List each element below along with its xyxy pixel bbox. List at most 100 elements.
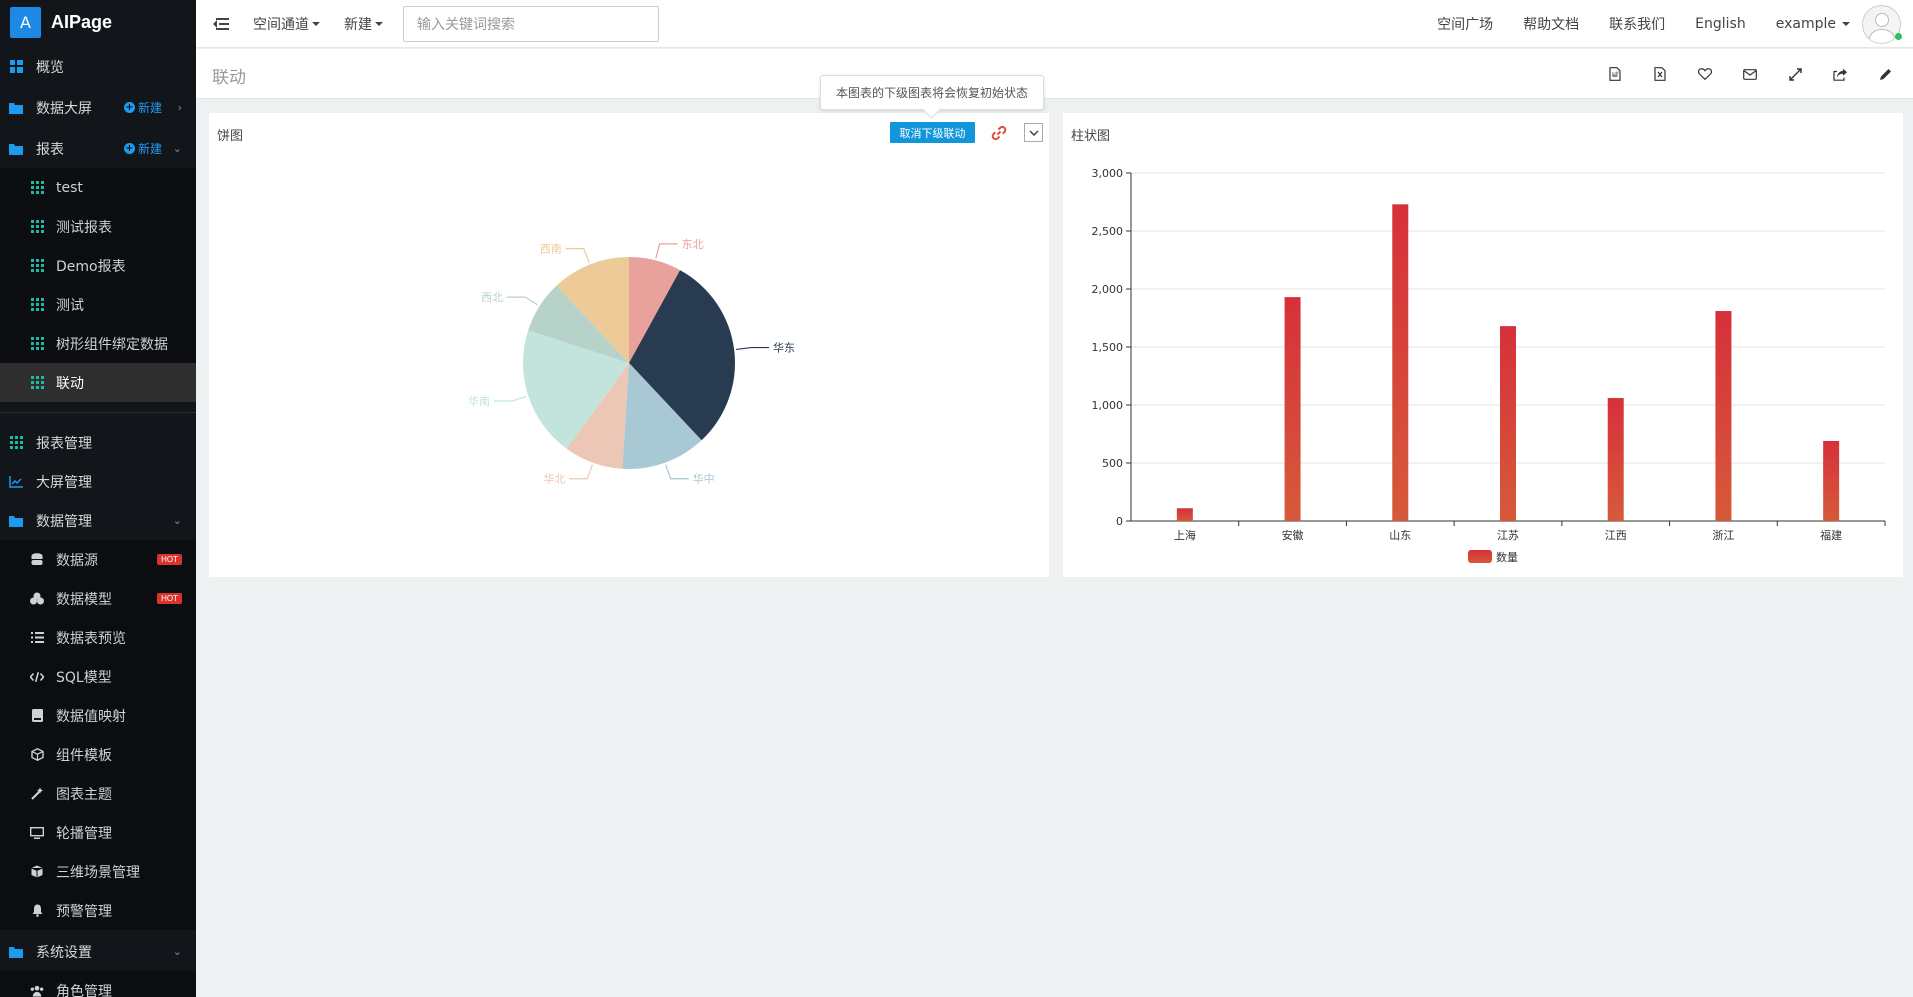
chevron-down-icon: ⌄ [172,945,182,958]
space-square-link[interactable]: 空间广场 [1437,17,1494,33]
data-item-sql-model[interactable]: SQL模型 [0,657,196,696]
data-item-table-preview[interactable]: 数据表预览 [0,618,196,657]
data-item-label: 三维场景管理 [56,864,140,881]
page-header: 联动 pdf [196,49,1913,99]
pie-slice[interactable] [523,330,629,449]
x-tick-label: 上海 [1174,528,1196,542]
data-item-datasource[interactable]: 数据源 HOT [0,540,196,579]
logo[interactable]: A AIPage [0,0,196,44]
report-item-tree-binding[interactable]: 树形组件绑定数据 [0,324,196,363]
pie-label-line [655,243,678,259]
data-item-alert[interactable]: 预警管理 [0,891,196,930]
bar[interactable] [1715,311,1732,521]
y-tick-label: 3,000 [1092,167,1124,180]
report-item-linkage[interactable]: 联动 [0,363,196,402]
sidebar-item-data-manage[interactable]: 数据管理 ⌄ [0,501,196,540]
data-item-label: 轮播管理 [56,825,112,842]
sidebar-item-overview[interactable]: 概览 [0,47,196,86]
data-item-chart-theme[interactable]: 图表主题 [0,774,196,813]
pie-label-line [565,248,590,263]
edit-pencil-icon[interactable] [1877,66,1893,82]
monitor-icon [30,826,44,840]
x-tick-label: 安徽 [1282,528,1304,542]
folder-icon [9,142,23,156]
grid-icon [30,298,44,312]
grid-icon [30,259,44,273]
bar[interactable] [1284,297,1301,521]
menu-collapse-icon[interactable] [213,17,229,31]
pie-slice[interactable] [629,270,735,441]
settings-item-role-manage[interactable]: 角色管理 [0,971,196,997]
grid-icon [9,436,23,450]
sidebar-item-system-settings[interactable]: 系统设置 ⌄ [0,932,196,971]
bar[interactable] [1392,204,1409,521]
export-excel-icon[interactable] [1652,66,1668,82]
bar-chart[interactable]: 0 500 1,000 1,500 2,000 2,500 3,000 上海 安徽 山东 江苏 江西 浙… [1063,113,1903,577]
space-channel-dropdown[interactable]: 空间通道 [253,14,320,34]
chevron-right-icon: › [177,101,182,114]
new-dropdown[interactable]: 新建 [344,14,383,34]
pie-slice[interactable] [622,363,702,469]
sidebar-item-label: 数据大屏 [36,100,92,117]
x-tick-label: 山东 [1389,529,1411,542]
pie-label-line [494,395,527,402]
bar[interactable] [1500,326,1516,521]
sidebar-item-reports[interactable]: 报表 + 新建 ⌄ [0,129,196,168]
data-item-label: 图表主题 [56,786,112,803]
pie-slice[interactable] [629,257,681,363]
data-item-label: 数据源 [56,552,98,569]
list-icon [30,631,44,645]
new-data-screen-link[interactable]: + 新建 [123,99,162,116]
data-item-model[interactable]: 数据模型 HOT [0,579,196,618]
language-switch[interactable]: English [1695,16,1746,32]
data-item-carousel[interactable]: 轮播管理 [0,813,196,852]
report-item-test[interactable]: test [0,168,196,207]
data-item-value-mapping[interactable]: 数据值映射 [0,696,196,735]
folder-icon [9,514,23,528]
sidebar-item-screen-manage[interactable]: 大屏管理 [0,462,196,501]
data-item-label: 数据表预览 [56,630,126,647]
hot-badge: HOT [157,593,182,604]
sidebar-item-data-screen[interactable]: 数据大屏 + 新建 › [0,88,196,127]
sidebar-item-report-manage[interactable]: 报表管理 [0,423,196,462]
magic-wand-icon [30,787,44,801]
plus-icon: + [123,143,135,154]
report-item-test-2[interactable]: 测试 [0,285,196,324]
share-icon[interactable] [1832,66,1848,82]
export-pdf-icon[interactable]: pdf [1607,66,1623,82]
bar[interactable] [1176,508,1193,521]
new-label: 新建 [137,142,162,156]
report-item-label: Demo报表 [56,258,126,275]
link-icon[interactable] [989,123,1009,143]
x-tick-label: 福建 [1820,528,1842,542]
user-dropdown[interactable]: example [1776,16,1850,32]
user-name: example [1775,16,1836,32]
pie-slice[interactable] [556,257,629,363]
pie-slice[interactable] [528,285,629,363]
bar-chart-panel: 柱状图 0 500 1,000 1,500 2,000 2,500 3,000 上海 安徽 山东 江… [1063,113,1903,577]
panel-options-dropdown[interactable] [1024,123,1043,142]
cancel-linkage-button[interactable]: 取消下级联动 [890,122,975,143]
email-icon[interactable] [1742,66,1758,82]
caret-down-icon [1842,22,1850,26]
bar[interactable] [1607,398,1624,521]
new-report-link[interactable]: + 新建 [123,140,162,157]
favorite-heart-icon[interactable] [1697,66,1713,82]
contact-us-link[interactable]: 联系我们 [1609,17,1666,33]
legend-swatch[interactable] [1468,550,1492,563]
bar[interactable] [1823,440,1840,521]
data-item-component-template[interactable]: 组件模板 [0,735,196,774]
fullscreen-icon[interactable] [1787,66,1803,82]
pie-slice[interactable] [566,363,629,469]
dashboard-icon [9,60,23,74]
report-item-test-report[interactable]: 测试报表 [0,207,196,246]
y-tick-label: 2,000 [1092,283,1124,296]
users-icon [30,984,44,997]
data-item-3d-scene[interactable]: 三维场景管理 [0,852,196,891]
avatar[interactable] [1862,4,1901,44]
search-input[interactable]: 输入关键词搜索 [403,5,659,42]
grid-icon [30,220,44,234]
help-docs-link[interactable]: 帮助文档 [1523,17,1580,33]
report-item-demo[interactable]: Demo报表 [0,246,196,285]
